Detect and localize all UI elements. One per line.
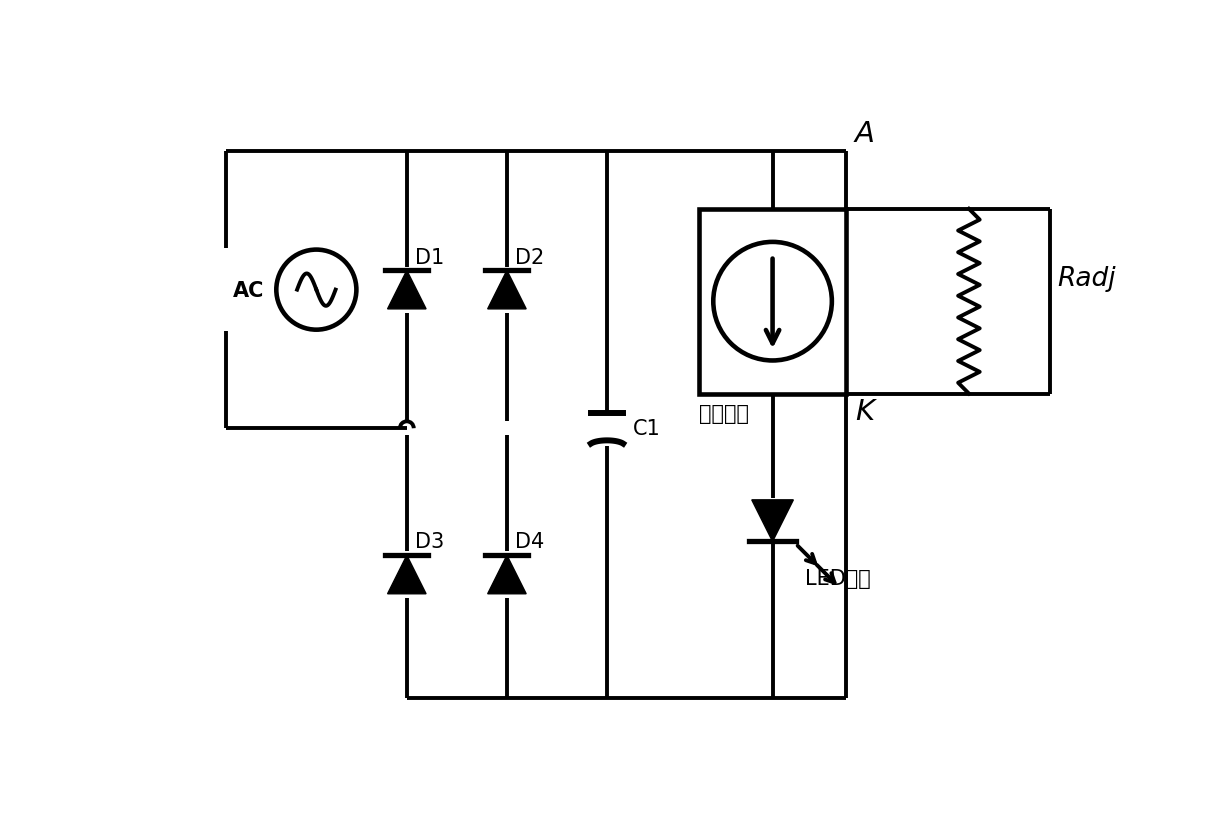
- Polygon shape: [388, 556, 426, 594]
- Polygon shape: [488, 556, 526, 594]
- Polygon shape: [488, 271, 526, 309]
- Text: LED灯串: LED灯串: [804, 568, 871, 589]
- Bar: [700, 210, 846, 394]
- Text: C1: C1: [632, 419, 661, 439]
- Polygon shape: [388, 271, 426, 309]
- Text: K: K: [855, 398, 874, 426]
- Text: D2: D2: [515, 247, 544, 268]
- Text: 恒流驱动: 恒流驱动: [700, 403, 749, 423]
- Text: D1: D1: [415, 247, 443, 268]
- Text: A: A: [855, 120, 874, 148]
- Polygon shape: [752, 500, 793, 542]
- Text: AC: AC: [233, 280, 265, 300]
- Text: Radj: Radj: [1057, 266, 1116, 292]
- Text: D4: D4: [515, 532, 544, 552]
- Text: D3: D3: [415, 532, 443, 552]
